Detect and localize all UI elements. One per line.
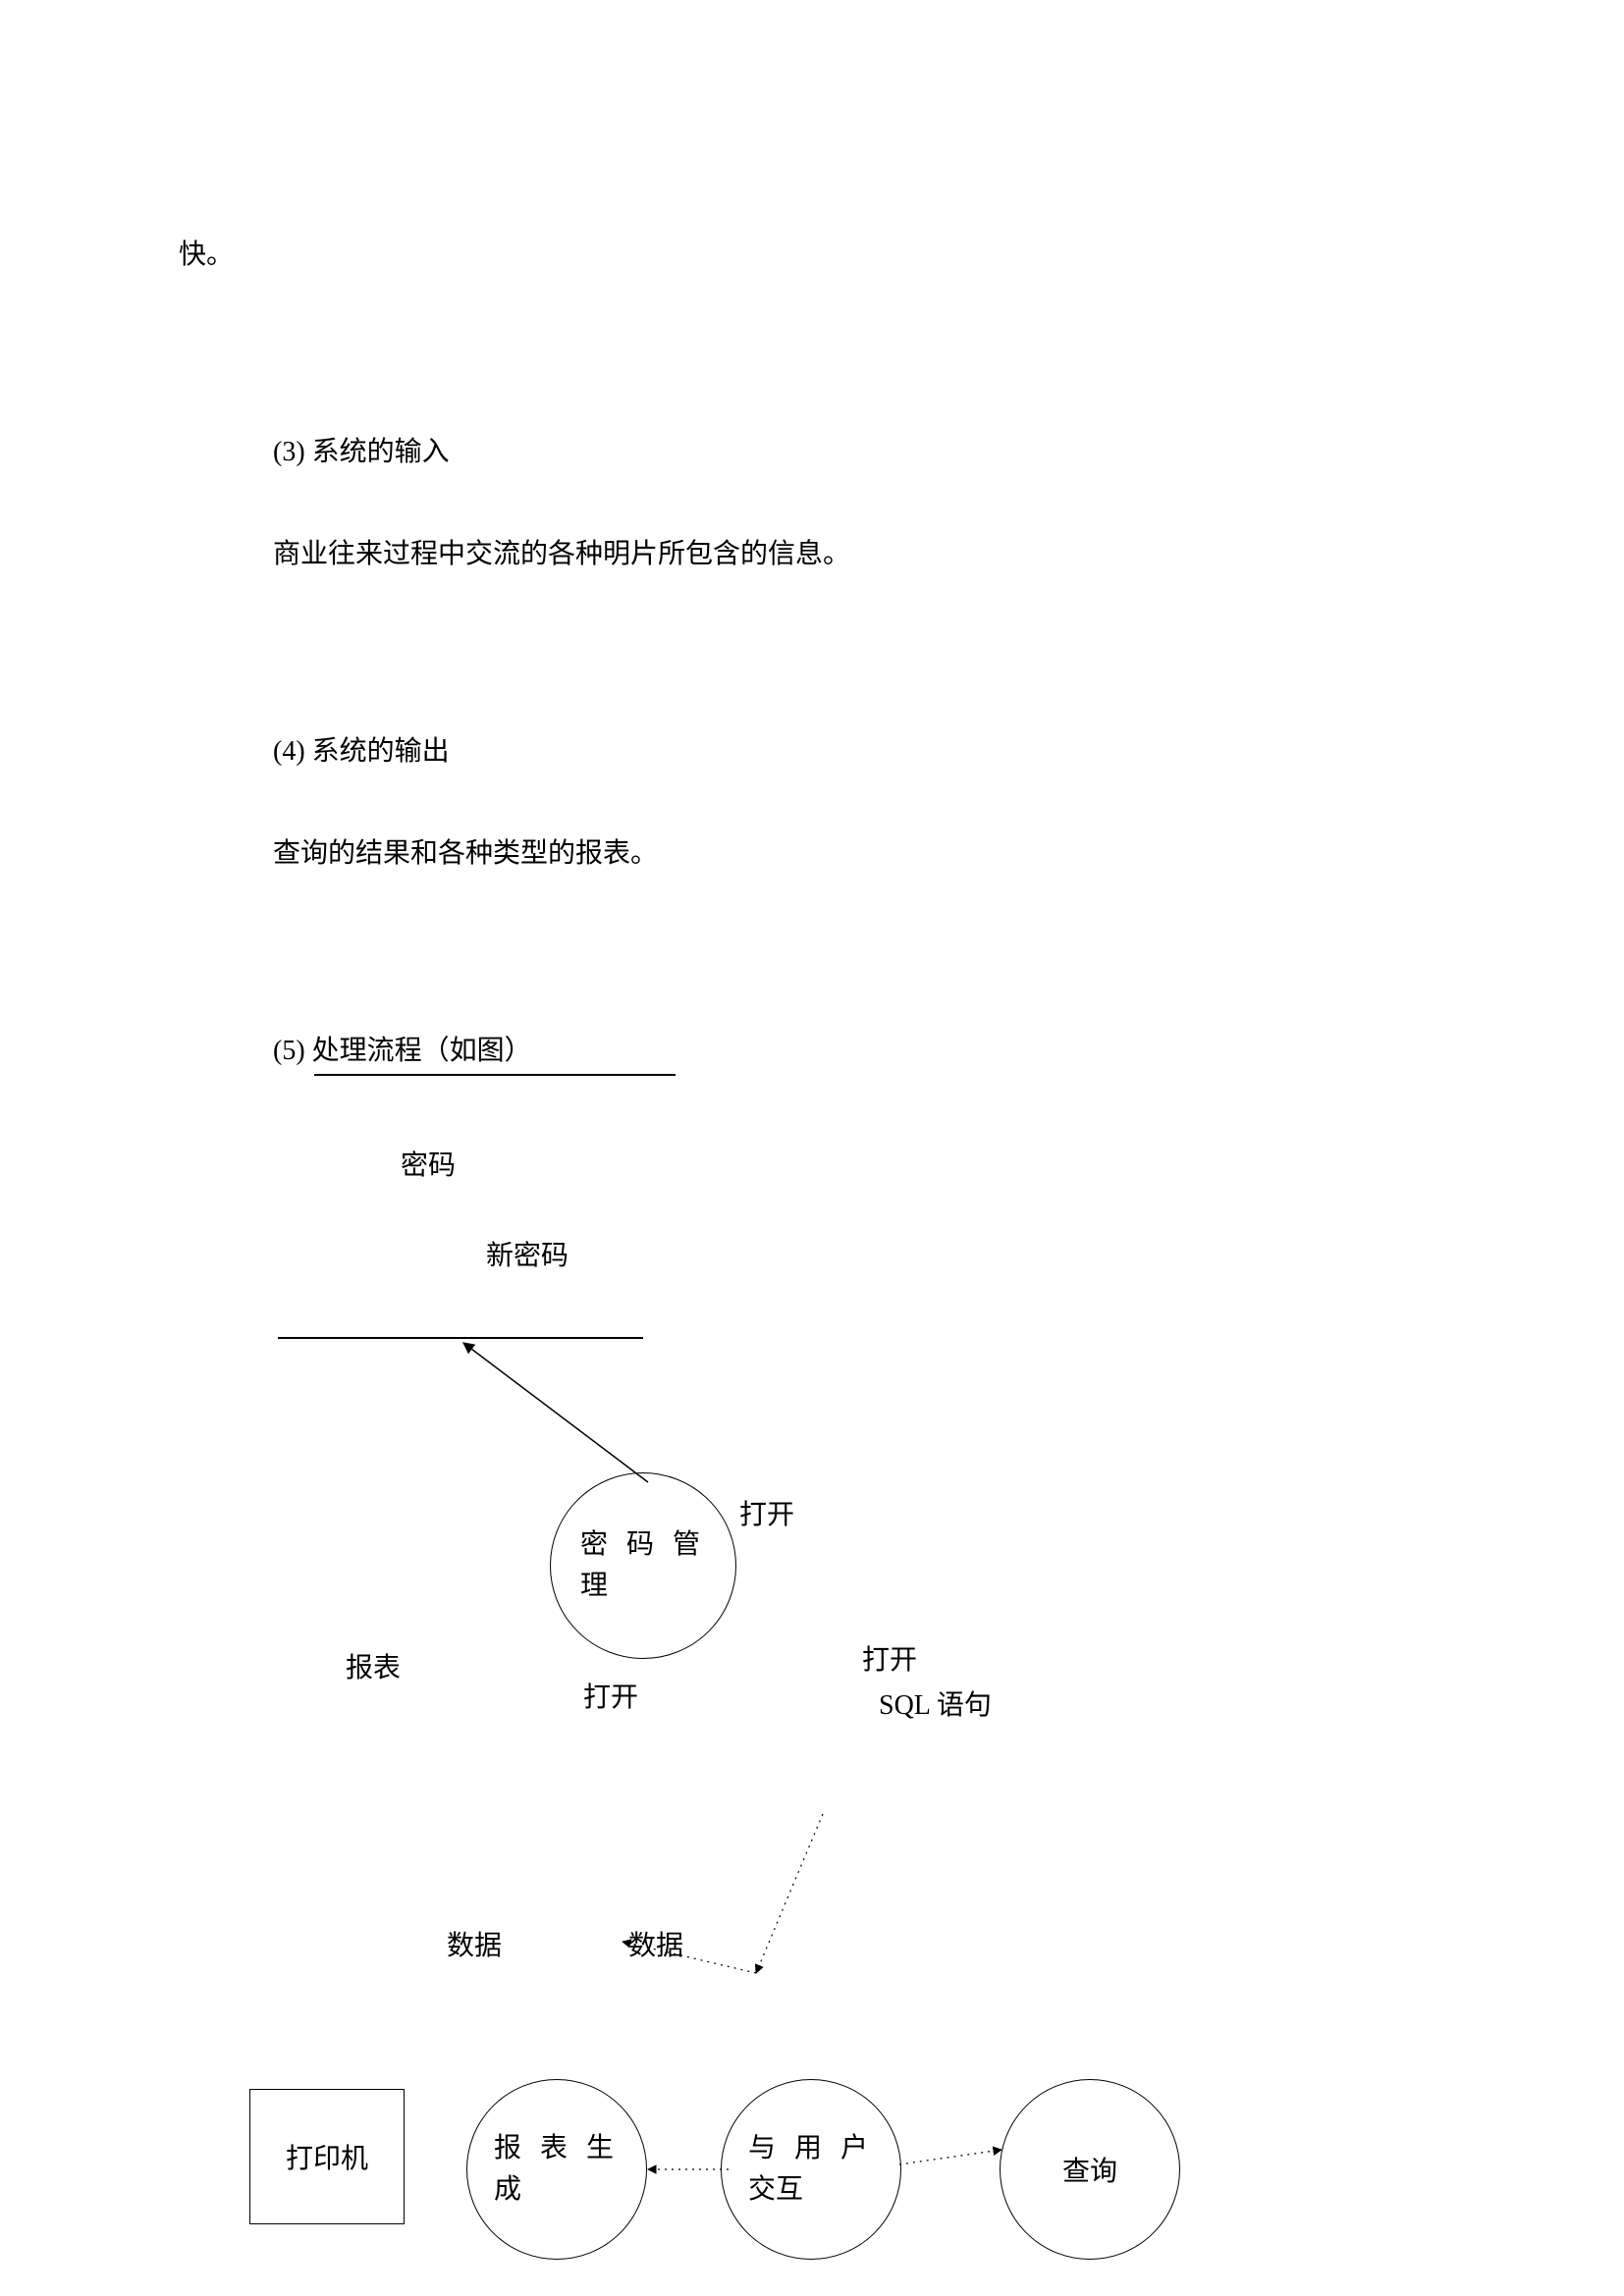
flowchart-diagram: 密码 新密码 报表 打开 打开 打开 SQL 语句 数据 数据 密 码 管 理 … <box>0 0 1624 2296</box>
label-report: 报表 <box>346 1646 401 1685</box>
node-query-label: 查询 <box>1062 2150 1117 2189</box>
edge-diag-down <box>756 1814 823 1973</box>
document-page: 快。 (3) 系统的输入 商业往来过程中交流的各种明片所包含的信息。 (4) 系… <box>0 0 1624 2296</box>
node-printer: 打印机 <box>249 2089 405 2224</box>
node-password-mgr-line2: 理 <box>580 1571 608 1601</box>
node-interact-line2: 交互 <box>748 2174 803 2205</box>
hline-mid <box>278 1337 643 1339</box>
edge-pwdmgr-to-line <box>463 1343 648 1482</box>
label-open-bottom: 打开 <box>583 1676 638 1715</box>
label-open-right: 打开 <box>862 1638 917 1678</box>
label-data-right: 数据 <box>628 1924 683 1963</box>
hline-top <box>314 1074 676 1076</box>
label-password: 密码 <box>401 1144 456 1183</box>
label-open-top: 打开 <box>739 1493 794 1532</box>
node-password-mgr: 密 码 管 理 <box>550 1472 736 1659</box>
node-interact: 与 用 户 交互 <box>721 2079 901 2260</box>
node-report-gen-line2: 成 <box>494 2174 521 2205</box>
label-sql: SQL 语句 <box>879 1683 992 1723</box>
flowchart-edges <box>0 0 1624 2296</box>
label-data-left: 数据 <box>447 1924 502 1963</box>
node-report-gen: 报 表 生 成 <box>466 2079 647 2260</box>
node-password-mgr-line1: 密 码 管 <box>580 1529 706 1560</box>
node-report-gen-line1: 报 表 生 <box>494 2133 620 2163</box>
node-query: 查询 <box>1000 2079 1180 2260</box>
node-printer-label: 打印机 <box>286 2137 368 2176</box>
label-new-password: 新密码 <box>486 1234 568 1273</box>
edge-interact-to-query <box>899 2150 1001 2164</box>
node-interact-line1: 与 用 户 <box>748 2133 874 2163</box>
